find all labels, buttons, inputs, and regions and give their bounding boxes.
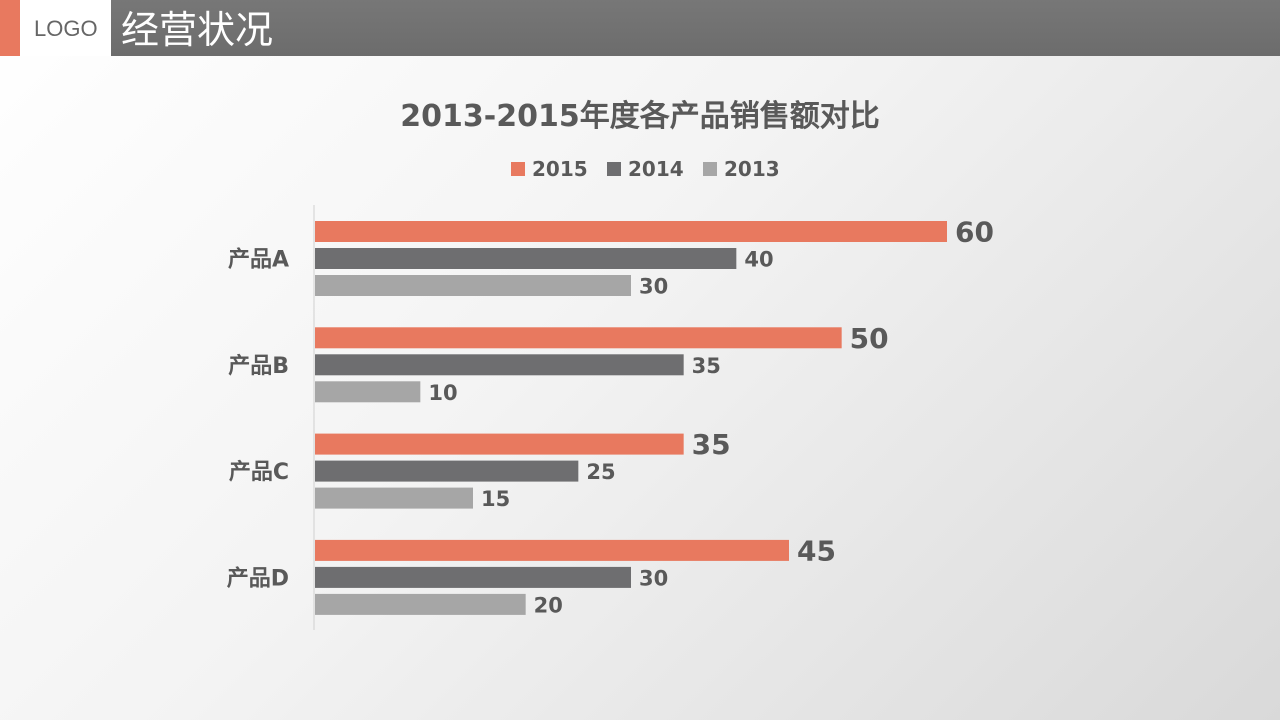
bar-2013	[315, 487, 473, 509]
legend-label-2013: 2013	[724, 157, 780, 181]
bar-2013	[315, 381, 421, 403]
data-label: 10	[428, 381, 457, 405]
title-bar: 经营状况	[111, 0, 1280, 56]
logo-box: LOGO	[20, 0, 111, 56]
header-accent	[0, 0, 20, 56]
bar-2014	[315, 354, 684, 376]
bar-2014	[315, 566, 631, 588]
legend-label-2014: 2014	[628, 157, 684, 181]
legend-swatch-2015	[511, 162, 525, 176]
data-label: 15	[481, 487, 510, 511]
data-label: 30	[639, 275, 668, 299]
bar-2014	[315, 460, 579, 482]
legend-label-2015: 2015	[532, 157, 588, 181]
header-bar: LOGO 经营状况	[0, 0, 1280, 56]
bar-2015	[315, 221, 947, 242]
bar-2015	[315, 539, 789, 561]
page-title: 经营状况	[121, 8, 274, 52]
logo: LOGO	[34, 16, 98, 41]
data-label: 35	[692, 354, 721, 378]
data-label: 35	[692, 428, 731, 461]
data-label: 45	[797, 534, 836, 567]
legend-swatch-2013	[703, 162, 717, 176]
bar-2013	[315, 275, 631, 296]
bar-2013	[315, 593, 526, 615]
data-label: 20	[534, 593, 563, 617]
bar-2014	[315, 248, 737, 269]
data-label: 50	[850, 322, 889, 355]
data-label: 30	[639, 566, 668, 590]
bar-2015	[315, 433, 684, 455]
bar-2015	[315, 327, 842, 349]
data-label: 40	[744, 248, 773, 272]
data-label: 25	[586, 460, 615, 484]
category-label: 产品A	[228, 248, 289, 273]
data-label: 60	[955, 216, 994, 249]
category-label: 产品D	[227, 566, 289, 591]
category-label: 产品B	[228, 354, 289, 379]
category-label: 产品C	[229, 460, 289, 485]
legend-swatch-2014	[607, 162, 621, 176]
chart-title: 2013-2015年度各产品销售额对比	[400, 99, 879, 134]
